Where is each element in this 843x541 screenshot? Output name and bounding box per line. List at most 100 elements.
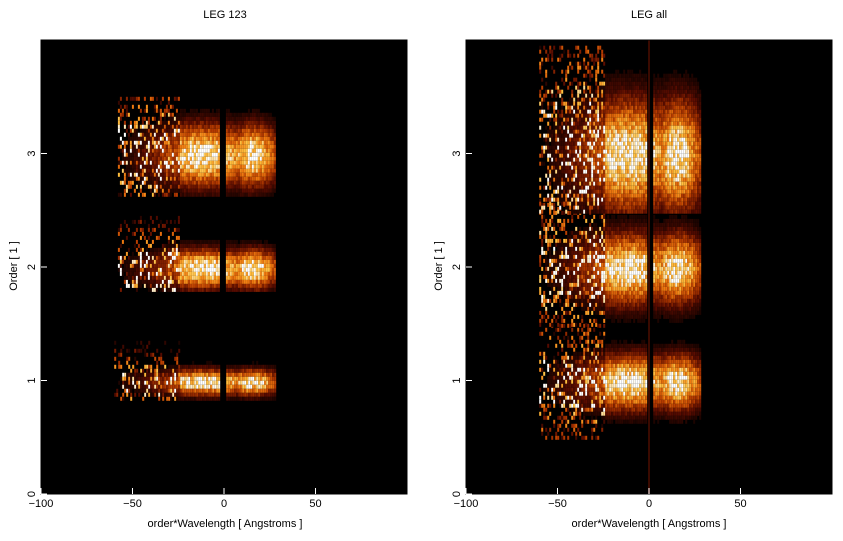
heatmap-cell	[173, 267, 176, 272]
heatmap-cell	[675, 395, 678, 400]
heatmap-cell	[601, 347, 604, 352]
heatmap-cell	[215, 156, 218, 161]
heatmap-cell	[215, 279, 218, 284]
heatmap-cell	[625, 383, 628, 388]
heatmap-cell	[260, 372, 263, 377]
heatmap-cell	[571, 327, 574, 332]
heatmap-cell	[189, 239, 192, 244]
heatmap-cell	[216, 376, 219, 381]
heatmap-cell	[591, 367, 594, 372]
heatmap-cell	[263, 192, 266, 197]
heatmap-cell	[613, 363, 616, 368]
heatmap-cell	[543, 302, 546, 307]
heatmap-cell	[585, 419, 588, 424]
heatmap-cell	[156, 376, 159, 381]
heatmap-cell	[133, 124, 136, 129]
heatmap-cell	[265, 120, 268, 125]
heatmap-cell	[583, 407, 586, 412]
heatmap-cell	[121, 239, 124, 244]
heatmap-cell	[641, 399, 644, 404]
heatmap-cell	[253, 172, 256, 177]
heatmap-cell	[681, 351, 684, 356]
heatmap-cell	[154, 376, 157, 381]
heatmap-cell	[191, 168, 194, 173]
heatmap-cell	[197, 176, 200, 181]
heatmap-cell	[253, 283, 256, 288]
heatmap-cell	[199, 239, 202, 244]
heatmap-cell	[207, 247, 210, 252]
heatmap-cell	[127, 180, 130, 185]
heatmap-cell	[249, 188, 252, 193]
heatmap-cell	[259, 247, 262, 252]
heatmap-cell	[147, 168, 150, 173]
heatmap-cell	[259, 192, 262, 197]
heatmap-cell	[677, 403, 680, 408]
heatmap-cell	[239, 267, 242, 272]
heatmap-cell	[131, 263, 134, 268]
heatmap-cell	[117, 231, 120, 236]
heatmap-cell	[231, 176, 234, 181]
heatmap-cell	[561, 222, 564, 227]
heatmap-cell	[227, 144, 230, 149]
heatmap-cell	[645, 395, 648, 400]
heatmap-cell	[128, 384, 131, 389]
heatmap-cell	[617, 403, 620, 408]
heatmap-cell	[159, 140, 162, 145]
heatmap-cell	[261, 287, 264, 292]
heatmap-cell	[142, 396, 145, 401]
heatmap-cell	[233, 251, 236, 256]
heatmap-cell	[641, 415, 644, 420]
heatmap-cell	[565, 254, 568, 259]
heatmap-cell	[207, 267, 210, 272]
heatmap-cell	[569, 278, 572, 283]
heatmap-cell	[251, 172, 254, 177]
heatmap-cell	[175, 188, 178, 193]
heatmap-cell	[271, 160, 274, 165]
heatmap-cell	[665, 363, 668, 368]
heatmap-cell	[232, 368, 235, 373]
heatmap-cell	[685, 387, 688, 392]
heatmap-cell	[637, 351, 640, 356]
heatmap-cell	[273, 124, 276, 129]
heatmap-cell	[205, 271, 208, 276]
heatmap-cell	[182, 364, 185, 369]
heatmap-cell	[211, 259, 214, 264]
heatmap-cell	[178, 384, 181, 389]
heatmap-cell	[567, 286, 570, 291]
heatmap-cell	[144, 376, 147, 381]
heatmap-cell	[587, 331, 590, 336]
heatmap-cell	[161, 148, 164, 153]
heatmap-cell	[635, 343, 638, 348]
heatmap-cell	[637, 407, 640, 412]
heatmap-cell	[165, 188, 168, 193]
heatmap-cell	[123, 188, 126, 193]
heatmap-cell	[687, 399, 690, 404]
heatmap-cell	[619, 359, 622, 364]
heatmap-cell	[559, 274, 562, 279]
heatmap-cell	[571, 407, 574, 412]
heatmap-cell	[249, 251, 252, 256]
heatmap-cell	[687, 347, 690, 352]
heatmap-cell	[555, 242, 558, 247]
heatmap-cell	[557, 250, 560, 255]
heatmap-cell	[250, 368, 253, 373]
heatmap-cell	[242, 376, 245, 381]
heatmap-cell	[197, 132, 200, 137]
heatmap-cell	[695, 403, 698, 408]
heatmap-cell	[633, 359, 636, 364]
heatmap-cell	[625, 399, 628, 404]
heatmap-cell	[160, 380, 163, 385]
heatmap-cell	[167, 271, 170, 276]
heatmap-cell	[607, 415, 610, 420]
heatmap-cell	[271, 251, 274, 256]
heatmap-cell	[121, 152, 124, 157]
heatmap-cell	[659, 343, 662, 348]
heatmap-cell	[667, 347, 670, 352]
heatmap-cell	[671, 363, 674, 368]
heatmap-cell	[669, 419, 672, 424]
heatmap-cell	[211, 112, 214, 117]
heatmap-cell	[163, 279, 166, 284]
heatmap-cell	[251, 152, 254, 157]
heatmap-cell	[547, 343, 550, 348]
